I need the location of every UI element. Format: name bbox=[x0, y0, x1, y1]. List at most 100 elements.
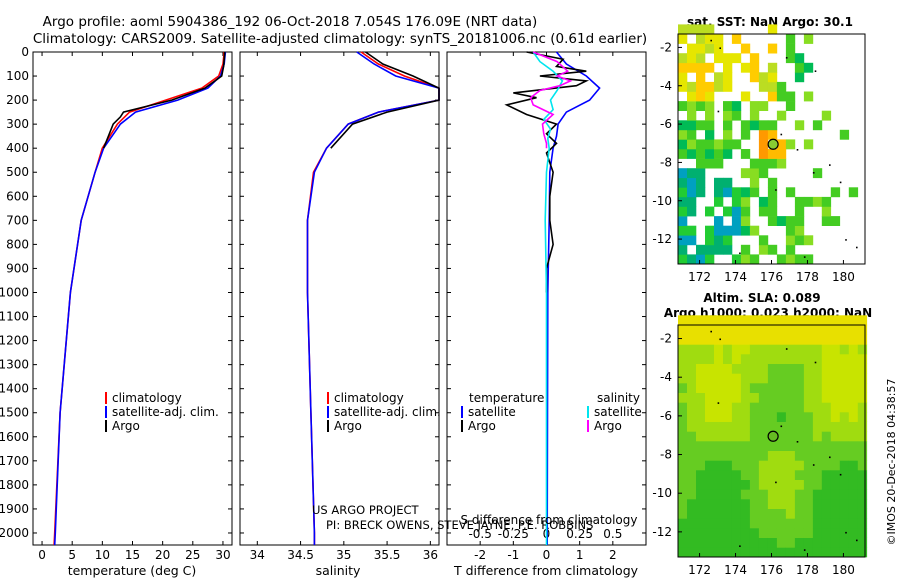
map-cell bbox=[785, 315, 796, 326]
map-cell bbox=[678, 528, 688, 538]
map-cell bbox=[678, 373, 688, 384]
map-cell bbox=[705, 470, 715, 480]
map-cell bbox=[830, 441, 841, 451]
argo-position-marker bbox=[767, 138, 779, 150]
map-cell bbox=[705, 158, 715, 169]
map-cell bbox=[785, 373, 796, 384]
map-cell bbox=[839, 547, 850, 558]
series-line-satellite-adj-clim- bbox=[306, 51, 440, 545]
map-cell bbox=[678, 450, 688, 461]
map-cell bbox=[678, 196, 688, 207]
map-cell bbox=[758, 518, 769, 529]
map-cell bbox=[758, 344, 769, 355]
map-cell bbox=[696, 373, 706, 384]
map-cell bbox=[687, 373, 697, 384]
lat-tick-label: -8 bbox=[660, 448, 672, 462]
salinity-legend: climatology satellite-adj. clim. Argo bbox=[327, 391, 441, 433]
map-cell bbox=[776, 383, 787, 393]
map-cell bbox=[785, 325, 796, 335]
map-cell bbox=[758, 528, 769, 538]
map-cell bbox=[723, 431, 733, 442]
map-cell bbox=[696, 34, 706, 44]
s-diff-tick-label: 0.25 bbox=[566, 527, 593, 541]
map-cell bbox=[803, 373, 814, 384]
map-cell bbox=[740, 196, 751, 207]
s-difference-label: S difference from climatology bbox=[461, 513, 638, 527]
map-cell bbox=[687, 81, 697, 92]
map-cell bbox=[678, 34, 688, 44]
map-cell bbox=[696, 431, 706, 442]
map-cell bbox=[678, 129, 688, 140]
series-line-satellite-adj-clim- bbox=[53, 51, 227, 546]
map-cell bbox=[821, 373, 832, 384]
map-cell bbox=[740, 392, 751, 403]
map-cell bbox=[776, 479, 787, 490]
map-cell bbox=[848, 344, 859, 355]
map-cell bbox=[848, 325, 859, 335]
map-cell bbox=[776, 392, 787, 403]
map-cell bbox=[705, 479, 715, 490]
map-cell bbox=[785, 489, 796, 500]
map-cell bbox=[794, 196, 805, 207]
map-cell bbox=[749, 344, 760, 355]
map-cell bbox=[749, 363, 760, 374]
map-cell bbox=[687, 168, 697, 179]
map-cell bbox=[767, 62, 778, 73]
map-cell bbox=[723, 508, 733, 519]
map-cell bbox=[705, 421, 715, 432]
map-cell bbox=[714, 383, 724, 393]
map-cell bbox=[785, 508, 796, 519]
map-cell bbox=[731, 499, 742, 509]
depth-tick-label: 1700 bbox=[0, 454, 29, 468]
map-cell bbox=[767, 325, 778, 335]
map-cell bbox=[723, 441, 733, 451]
map-cell bbox=[678, 177, 688, 188]
map-cell bbox=[776, 460, 787, 471]
map-cell bbox=[848, 373, 859, 384]
map-cell bbox=[723, 450, 733, 461]
x-tick-label: 5 bbox=[68, 548, 76, 562]
lon-tick-label: 178 bbox=[796, 563, 819, 577]
map-cell bbox=[767, 187, 778, 198]
map-cell bbox=[776, 441, 787, 451]
map-cell bbox=[758, 325, 769, 335]
lon-tick-label: 174 bbox=[724, 563, 747, 577]
map-cell bbox=[785, 235, 796, 246]
legend-label-temp-argo: Argo bbox=[468, 419, 496, 433]
map-cell bbox=[812, 450, 823, 461]
map-cell bbox=[830, 354, 841, 364]
map-cell bbox=[714, 53, 724, 64]
map-cell bbox=[696, 53, 706, 64]
map-cell bbox=[776, 450, 787, 461]
map-cell bbox=[785, 354, 796, 364]
map-cell bbox=[758, 158, 769, 169]
map-cell bbox=[731, 354, 742, 364]
difference-depth-ticks bbox=[447, 51, 646, 534]
map-cell bbox=[830, 547, 841, 558]
map-cell bbox=[714, 373, 724, 384]
map-cell bbox=[687, 392, 697, 403]
lat-tick-label: -12 bbox=[652, 525, 672, 539]
map-cell bbox=[723, 325, 733, 335]
temperature-legend: climatology satellite-adj. clim. Argo bbox=[105, 391, 219, 433]
map-cell bbox=[687, 344, 697, 355]
map-cell bbox=[803, 344, 814, 355]
map-cell bbox=[740, 383, 751, 393]
map-cell bbox=[678, 168, 688, 179]
map-cell bbox=[776, 325, 787, 335]
depth-tick-label: 600 bbox=[6, 189, 29, 203]
map-cell bbox=[723, 139, 733, 150]
map-cell bbox=[731, 187, 742, 198]
legend-label-temp-satellite: satellite bbox=[468, 405, 516, 419]
map-cell bbox=[749, 479, 760, 490]
map-cell bbox=[705, 325, 715, 335]
island-dot bbox=[829, 456, 831, 459]
depth-tick-label: 100 bbox=[6, 69, 29, 83]
map-cell bbox=[803, 547, 814, 558]
map-cell bbox=[857, 528, 868, 538]
map-cell bbox=[839, 431, 850, 442]
map-cell bbox=[723, 187, 733, 198]
map-cell bbox=[687, 110, 697, 121]
map-cell bbox=[749, 373, 760, 384]
map-cell bbox=[839, 537, 850, 548]
